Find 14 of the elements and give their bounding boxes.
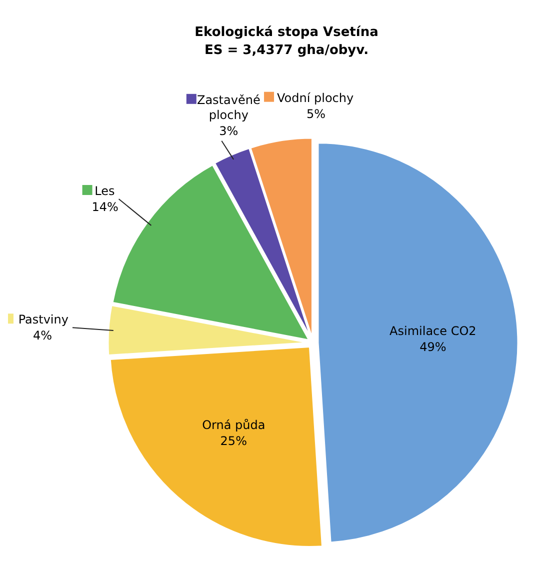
data-label: 49% — [420, 340, 446, 354]
legend-label: Pastviny — [18, 312, 68, 327]
data-label: 5% — [306, 106, 326, 121]
data-label: 3% — [219, 124, 238, 138]
chart-subtitle: ES = 3,4377 gha/obyv. — [204, 43, 369, 58]
chart-title: Ekologická stopa Vsetína — [194, 25, 378, 40]
legend-label: Les — [94, 184, 115, 198]
data-label: 14% — [92, 200, 118, 214]
data-label: 25% — [220, 434, 247, 448]
legend-label: Zastavěné plochy — [196, 92, 260, 122]
data-label: 4% — [32, 328, 52, 343]
slice-label: Orná půda — [202, 418, 266, 432]
slice-label: Asimilace CO2 — [390, 324, 476, 338]
legend-label: Vodní plochy — [277, 90, 354, 105]
